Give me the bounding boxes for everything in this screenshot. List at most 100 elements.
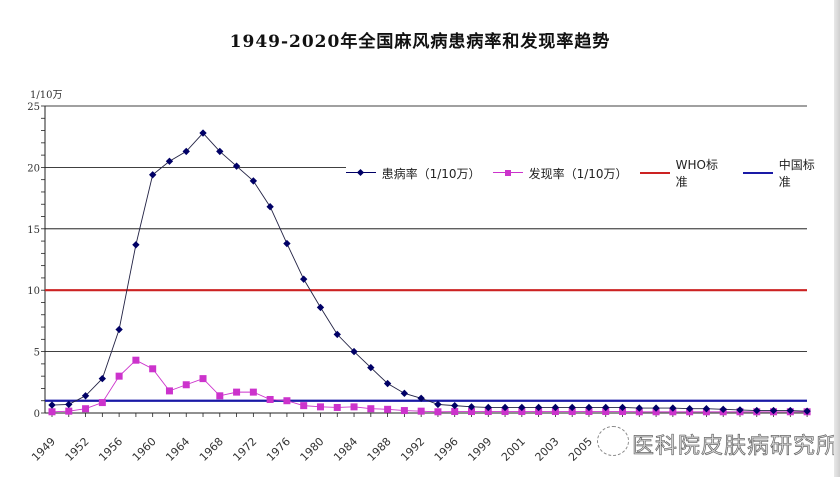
prevalence-diamond-marker — [736, 406, 744, 414]
prevalence-diamond-marker — [400, 389, 409, 398]
x-tick-label: 1952 — [63, 435, 92, 464]
watermark-logo-icon — [597, 426, 629, 456]
prevalence-diamond-marker — [115, 325, 123, 334]
prevalence-diamond-marker — [182, 147, 190, 156]
detection-square-marker — [283, 397, 291, 405]
prevalence-diamond-marker — [266, 203, 274, 211]
detection-square-marker — [384, 405, 392, 413]
prevalence-diamond-marker — [501, 403, 509, 412]
prevalence-diamond-marker — [769, 406, 778, 415]
detection-square-marker — [300, 402, 308, 410]
legend-red-line-icon — [640, 168, 670, 178]
prevalence-diamond-marker — [216, 147, 224, 156]
detection-square-marker — [468, 408, 475, 416]
legend-item-who: WHO标准 — [640, 156, 729, 190]
prevalence-diamond-marker — [48, 401, 56, 409]
prevalence-diamond-marker — [81, 392, 90, 400]
legend-square-marker-icon — [493, 168, 523, 178]
prevalence-diamond-marker — [451, 401, 459, 410]
detection-square-marker — [501, 408, 509, 416]
detection-square-marker — [316, 403, 324, 411]
prevalence-diamond-marker — [568, 403, 576, 412]
prevalence-diamond-marker — [803, 407, 811, 415]
y-tick-label: 5 — [34, 348, 40, 359]
x-tick-label: 1988 — [365, 435, 394, 464]
detection-line — [51, 359, 808, 413]
prevalence-diamond-marker — [98, 374, 107, 383]
prevalence-diamond-marker — [652, 404, 660, 412]
detection-square-marker — [115, 372, 123, 380]
detection-square-marker — [434, 408, 442, 416]
prevalence-diamond-marker — [669, 404, 677, 412]
x-tick-label: 1949 — [29, 435, 58, 464]
legend-diamond-marker-icon — [346, 168, 376, 178]
prevalence-diamond-marker — [132, 241, 140, 249]
x-tick-label: 1980 — [298, 435, 327, 464]
legend-label-china: 中国标准 — [778, 158, 815, 189]
x-tick-label: 1976 — [264, 435, 293, 464]
prevalence-diamond-marker — [618, 403, 627, 412]
detection-square-marker — [98, 399, 106, 407]
detection-square-marker — [635, 408, 643, 416]
x-tick-label: 1992 — [398, 435, 427, 464]
x-tick-label: 1984 — [331, 435, 360, 464]
detection-square-marker — [535, 408, 543, 416]
detection-square-marker — [518, 408, 526, 416]
detection-square-marker — [669, 408, 677, 416]
detection-square-marker — [417, 407, 425, 415]
detection-square-marker — [65, 407, 73, 415]
detection-square-marker — [333, 403, 341, 411]
legend: 患病率（1/10万） 发现率（1/10万） WHO标准 中国标准 — [346, 158, 840, 189]
prevalence-diamond-marker — [602, 403, 610, 412]
x-tick-label: 1964 — [163, 435, 192, 464]
detection-square-marker — [350, 403, 358, 411]
detection-square-marker — [48, 408, 56, 416]
legend-item-detection: 发现率（1/10万） — [493, 165, 628, 182]
prevalence-diamond-marker — [199, 129, 207, 137]
prevalence-diamond-marker — [484, 403, 492, 412]
legend-label-who: WHO标准 — [675, 158, 718, 189]
legend-item-china: 中国标准 — [743, 156, 826, 190]
y-tick-label: 10 — [27, 286, 40, 297]
legend-blue-line-icon — [743, 168, 773, 178]
detection-square-marker — [484, 408, 492, 416]
detection-square-marker — [149, 365, 157, 373]
detection-square-marker — [451, 408, 459, 416]
chart-title: 1949-2020年全国麻风病患病率和发现率趋势 — [229, 32, 611, 52]
prevalence-diamond-marker — [383, 379, 392, 388]
detection-square-marker — [585, 408, 593, 416]
detection-square-marker — [199, 375, 207, 383]
legend-label-prevalence: 患病率（1/10万） — [381, 166, 481, 181]
prevalence-line — [51, 132, 808, 412]
y-tick-label: 15 — [27, 225, 40, 236]
prevalence-diamond-marker — [467, 403, 476, 411]
y-tick-label: 25 — [27, 102, 40, 113]
prevalence-diamond-marker — [685, 405, 694, 413]
detection-square-marker — [602, 408, 610, 416]
detection-square-marker — [400, 407, 408, 415]
prevalence-diamond-marker — [551, 403, 560, 412]
prevalence-diamond-marker — [518, 403, 526, 412]
prevalence-diamond-marker — [719, 405, 727, 413]
detection-square-marker — [266, 395, 274, 403]
page-edge — [834, 0, 840, 477]
prevalence-diamond-marker — [350, 347, 358, 356]
prevalence-diamond-marker — [585, 403, 593, 412]
x-tick-label: 2001 — [499, 435, 528, 464]
prevalence-diamond-marker — [316, 303, 325, 312]
x-tick-label: 1996 — [432, 435, 461, 464]
prevalence-diamond-marker — [534, 403, 543, 412]
prevalence-diamond-marker — [283, 239, 291, 248]
prevalence-diamond-marker — [300, 275, 308, 283]
prevalence-diamond-marker — [786, 406, 794, 415]
prevalence-diamond-marker — [635, 404, 643, 412]
detection-square-marker — [82, 405, 90, 413]
y-axis-unit: 1/10万 — [30, 90, 63, 101]
x-tick-label: 1956 — [96, 435, 125, 464]
prevalence-diamond-marker — [434, 400, 442, 409]
detection-square-marker — [233, 388, 241, 396]
prevalence-diamond-marker — [367, 363, 375, 372]
prevalence-diamond-marker — [333, 330, 341, 339]
y-tick-label: 0 — [34, 409, 40, 420]
detection-square-marker — [367, 405, 375, 413]
